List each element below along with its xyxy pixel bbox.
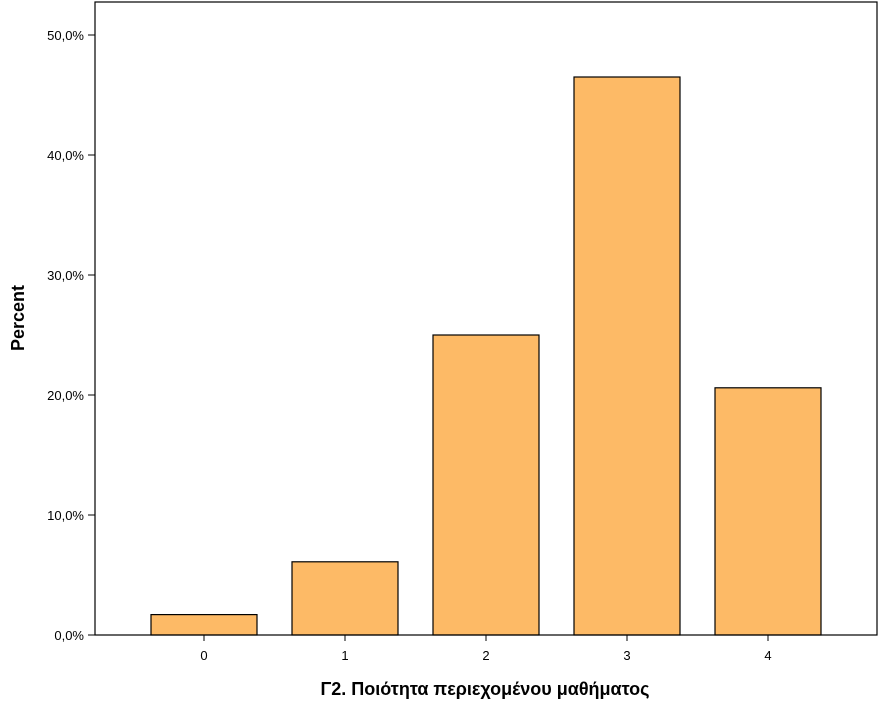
bars-group — [150, 76, 822, 636]
x-tick-label-1: 1 — [341, 648, 348, 663]
bar-4 — [714, 387, 822, 636]
bar-0 — [150, 613, 258, 636]
y-tick-label-30: 30,0% — [47, 268, 84, 283]
y-tick-label-20: 20,0% — [47, 388, 84, 403]
y-axis-title: Percent — [8, 285, 28, 351]
bar-3 — [573, 76, 681, 636]
bar-1 — [291, 561, 399, 636]
y-tick-label-0: 0,0% — [54, 628, 84, 643]
y-tick-label-10: 10,0% — [47, 508, 84, 523]
x-axis: 0 1 2 3 4 — [200, 635, 772, 663]
y-tick-label-50: 50,0% — [47, 28, 84, 43]
x-tick-label-2: 2 — [482, 648, 489, 663]
x-tick-label-4: 4 — [764, 648, 771, 663]
x-tick-label-3: 3 — [623, 648, 630, 663]
x-axis-title: Γ2. Ποιότητα περιεχομένου μαθήματος — [320, 679, 649, 699]
x-tick-label-0: 0 — [200, 648, 207, 663]
y-tick-label-40: 40,0% — [47, 148, 84, 163]
bar-2 — [432, 334, 540, 636]
